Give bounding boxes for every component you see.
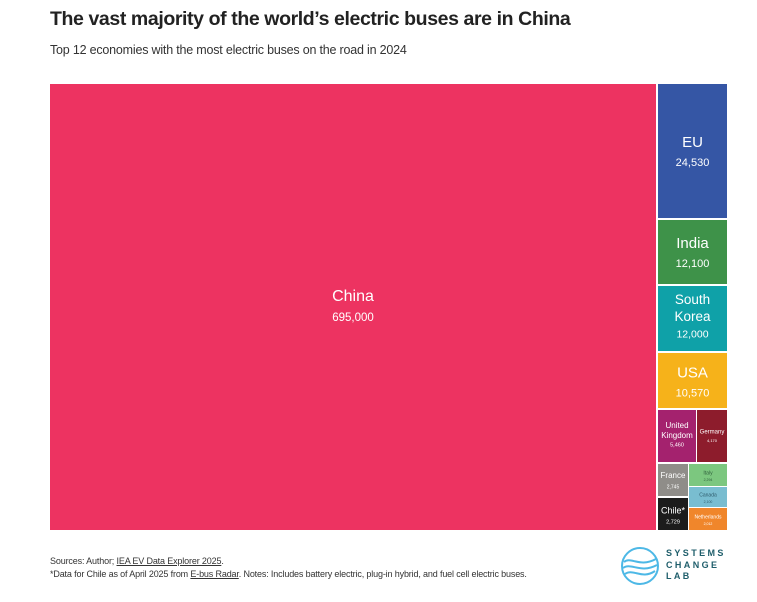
- notes-line: *Data for Chile as of April 2025 from E-…: [50, 568, 527, 581]
- ebus-radar-link[interactable]: E-bus Radar: [190, 569, 239, 579]
- tile-value-germany: 4,170: [707, 438, 718, 443]
- tile-value-south-korea: 12,000: [676, 328, 708, 340]
- iea-source-link[interactable]: IEA EV Data Explorer 2025: [116, 556, 222, 566]
- treemap-tile-germany: Germany 4,170: [697, 410, 727, 462]
- tile-rect-germany: [697, 410, 727, 462]
- tile-name-germany: Germany: [700, 430, 725, 436]
- logo-wordmark: SYSTEMS CHANGE LAB: [666, 548, 726, 583]
- tile-value-italy: 2,294: [704, 478, 713, 482]
- tile-value-chile: 2,729: [666, 519, 680, 525]
- tile-name-united-kingdom-name1: United: [665, 421, 688, 430]
- treemap-tile-south-korea: South Korea 12,000: [658, 286, 727, 351]
- tile-rect-united-kingdom: [658, 410, 696, 462]
- tile-name-eu: EU: [682, 134, 703, 151]
- treemap-tile-eu: EU 24,530: [658, 84, 727, 218]
- tile-value-china: 695,000: [332, 312, 374, 324]
- treemap-tile-india: India 12,100: [658, 220, 727, 284]
- tile-rect-chile: [658, 498, 688, 530]
- tile-value-canada: 2,100: [704, 500, 713, 504]
- treemap-chart: China 695,000 EU 24,530 India 12,100 South Kore…: [50, 84, 727, 530]
- tile-name-canada: Canada: [699, 492, 717, 498]
- tile-value-netherlands: 2,012: [704, 522, 713, 526]
- logo-line-systems: SYSTEMS: [666, 548, 726, 558]
- tile-value-united-kingdom: 5,460: [670, 442, 684, 448]
- sources-suffix: .: [221, 556, 224, 566]
- logo-line-lab: LAB: [666, 571, 692, 581]
- tile-rect-canada: [689, 487, 727, 507]
- tile-value-france: 2,745: [667, 484, 680, 490]
- notes-suffix: . Notes: Includes battery electric, plug…: [238, 569, 527, 579]
- treemap-tile-canada: Canada 2,100: [689, 487, 727, 507]
- systems-change-lab-logo: SYSTEMS CHANGE LAB: [619, 545, 739, 587]
- tile-name-france: France: [661, 471, 686, 480]
- sources-line: Sources: Author; IEA EV Data Explorer 20…: [50, 555, 527, 568]
- treemap-tile-italy: Italy 2,294: [689, 464, 727, 486]
- treemap-tile-chile: Chile* 2,729: [658, 498, 688, 530]
- sources-prefix: Sources: Author;: [50, 556, 117, 566]
- tile-rect-india: [658, 220, 727, 284]
- chart-subtitle: Top 12 economies with the most electric …: [50, 43, 407, 57]
- treemap-tile-france: France 2,745: [658, 464, 688, 496]
- chart-title: The vast majority of the world’s electri…: [50, 8, 571, 30]
- logo-line-change: CHANGE: [666, 559, 720, 570]
- notes-prefix: *Data for Chile as of April 2025 from: [50, 569, 191, 579]
- tile-name-italy: Italy: [703, 470, 713, 476]
- tile-rect-south-korea: [658, 286, 727, 351]
- tile-name-united-kingdom-name2: Kingdom: [661, 431, 693, 440]
- chart-footer: Sources: Author; IEA EV Data Explorer 20…: [50, 555, 527, 581]
- tile-name-china: China: [332, 288, 374, 305]
- tile-rect-usa: [658, 353, 727, 408]
- tile-rect-italy: [689, 464, 727, 486]
- tile-name-netherlands: Netherlands: [695, 514, 722, 520]
- tile-rect-france: [658, 464, 688, 496]
- globe-logo-icon: [621, 547, 659, 585]
- treemap-tile-netherlands: Netherlands 2,012: [689, 508, 727, 530]
- tile-name-south-korea-name2: Korea: [674, 309, 711, 324]
- tile-name-usa: USA: [677, 364, 708, 381]
- tile-rect-netherlands: [689, 508, 727, 530]
- tile-rect-eu: [658, 84, 727, 218]
- tile-value-eu: 24,530: [676, 157, 710, 169]
- treemap-tile-china: China 695,000: [50, 84, 656, 530]
- tile-name-chile: Chile*: [661, 505, 686, 515]
- tile-rect-china: [50, 84, 656, 530]
- tile-name-south-korea-name1: South: [675, 292, 710, 307]
- tile-value-india: 12,100: [676, 258, 710, 270]
- treemap-tile-usa: USA 10,570: [658, 353, 727, 408]
- tile-value-usa: 10,570: [676, 387, 710, 399]
- tile-name-india: India: [676, 235, 709, 252]
